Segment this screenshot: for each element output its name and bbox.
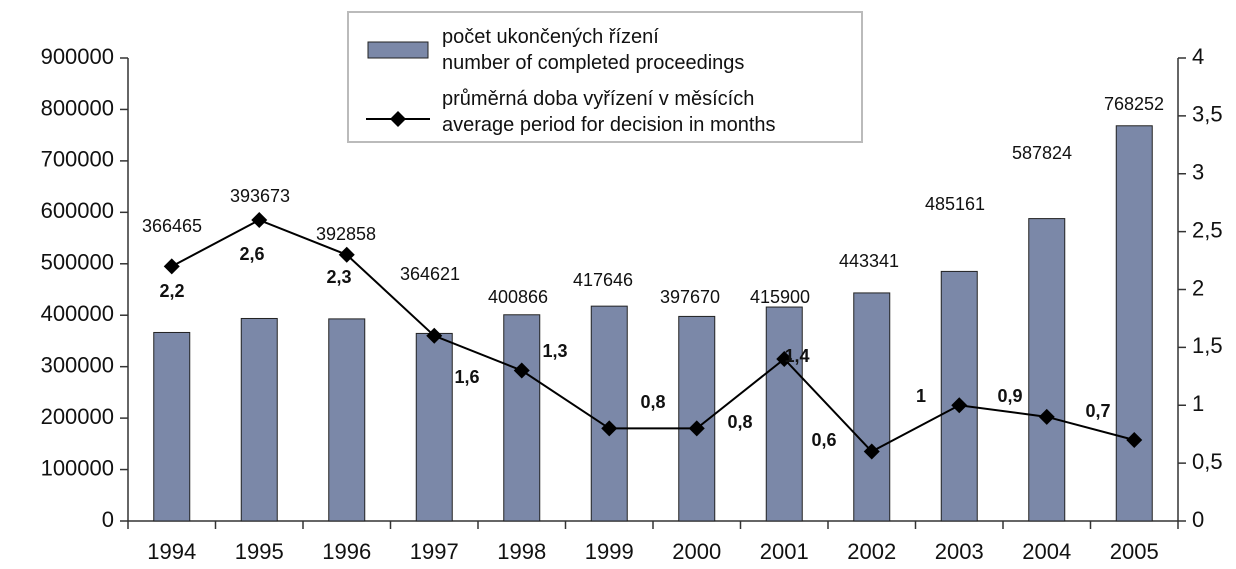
line xyxy=(171,218,1135,453)
line-marker xyxy=(426,327,443,344)
bar xyxy=(765,306,803,522)
bar xyxy=(328,318,366,522)
legend-label: počet ukončených řízení number of complet… xyxy=(442,26,744,74)
x-tick-label: 1996 xyxy=(322,539,371,564)
bar-value-label: 392858 xyxy=(316,224,376,244)
x-tick-label: 2001 xyxy=(760,539,809,564)
line-value-label: 2,2 xyxy=(159,281,184,301)
line-value-label: 1,6 xyxy=(454,367,479,387)
x-tick-label: 2004 xyxy=(1022,539,1071,564)
y2-tick-label: 3 xyxy=(1192,160,1204,185)
line-value-label: 1,3 xyxy=(542,341,567,361)
y-tick-label: 100000 xyxy=(41,455,114,480)
legend-box xyxy=(347,11,863,143)
y-tick-label: 600000 xyxy=(41,198,114,223)
bar-value-label: 485161 xyxy=(925,194,985,214)
y2-tick-label: 2,5 xyxy=(1192,217,1223,242)
line-marker xyxy=(513,362,530,379)
y2-tick-label: 0,5 xyxy=(1192,449,1223,474)
line-marker xyxy=(338,246,355,263)
line-marker xyxy=(601,420,618,437)
legend-marker xyxy=(390,111,406,127)
bar xyxy=(240,317,278,522)
bar xyxy=(1028,218,1066,522)
bar xyxy=(153,331,191,522)
y2-tick-label: 1,5 xyxy=(1192,333,1223,358)
x-tick-label: 1998 xyxy=(497,539,546,564)
x-tick-label: 1995 xyxy=(235,539,284,564)
y-tick-label: 800000 xyxy=(41,95,114,120)
line-marker xyxy=(776,350,793,367)
bar-value-label: 417646 xyxy=(573,270,633,290)
bar-value-label: 397670 xyxy=(660,287,720,307)
x-tick-label: 2000 xyxy=(672,539,721,564)
bar xyxy=(1115,125,1153,522)
bar xyxy=(853,292,891,522)
line-marker xyxy=(251,212,268,229)
y-tick-label: 0 xyxy=(102,507,114,532)
y-tick-label: 700000 xyxy=(41,147,114,172)
x-tick-label: 2002 xyxy=(847,539,896,564)
x-tick-label: 2005 xyxy=(1110,539,1159,564)
bar xyxy=(415,332,453,522)
x-tick-label: 1994 xyxy=(147,539,196,564)
bar xyxy=(590,305,628,522)
bar-value-label: 587824 xyxy=(1012,143,1072,163)
line-marker xyxy=(1038,408,1055,425)
y2-tick-label: 3,5 xyxy=(1192,102,1223,127)
y2-tick-label: 0 xyxy=(1192,507,1204,532)
line-marker xyxy=(163,258,180,275)
bar xyxy=(503,314,541,522)
line-marker xyxy=(863,443,880,460)
bar-value-label: 366465 xyxy=(142,216,202,236)
line-value-label: 2,3 xyxy=(326,267,351,287)
y-tick-label: 300000 xyxy=(41,352,114,377)
line-value-label: 0,6 xyxy=(811,430,836,450)
line-value-label: 0,7 xyxy=(1085,401,1110,421)
y2-tick-label: 2 xyxy=(1192,275,1204,300)
line-value-label: 1 xyxy=(916,386,926,406)
y-tick-label: 500000 xyxy=(41,250,114,275)
bar-value-label: 768252 xyxy=(1104,94,1164,114)
line-value-label: 1,4 xyxy=(784,346,809,366)
line-marker xyxy=(951,397,968,414)
y-tick-label: 900000 xyxy=(41,44,114,69)
y2-tick-label: 4 xyxy=(1192,44,1204,69)
x-tick-label: 1997 xyxy=(410,539,459,564)
bar-value-label: 364621 xyxy=(400,264,460,284)
line-value-label: 0,8 xyxy=(640,392,665,412)
bar xyxy=(940,270,978,522)
legend-swatch xyxy=(367,41,429,59)
legend-label: průměrná doba vyřízení v měsících average… xyxy=(442,88,776,136)
line-value-label: 2,6 xyxy=(239,244,264,264)
line-value-label: 0,9 xyxy=(997,386,1022,406)
line-value-label: 0,8 xyxy=(727,412,752,432)
bar-value-label: 415900 xyxy=(750,287,810,307)
y-tick-label: 200000 xyxy=(41,404,114,429)
bar-value-label: 393673 xyxy=(230,186,290,206)
bar-value-label: 400866 xyxy=(488,287,548,307)
x-tick-label: 1999 xyxy=(585,539,634,564)
y-tick-label: 400000 xyxy=(41,301,114,326)
line-marker xyxy=(688,420,705,437)
line-marker xyxy=(1126,431,1143,448)
y2-tick-label: 1 xyxy=(1192,391,1204,416)
x-tick-label: 2003 xyxy=(935,539,984,564)
bar-value-label: 443341 xyxy=(839,251,899,271)
